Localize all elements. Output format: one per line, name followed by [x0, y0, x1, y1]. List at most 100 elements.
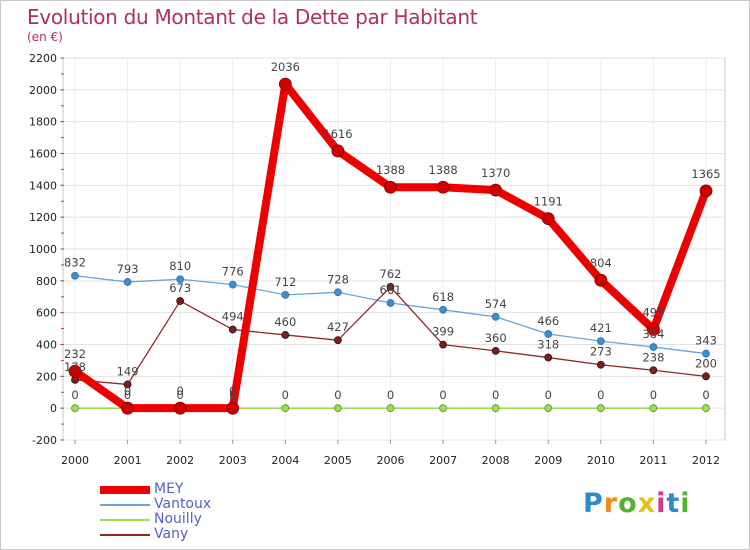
x-tick-label: 2010	[587, 454, 615, 467]
x-tick-label: 2000	[61, 454, 89, 467]
data-point-nouilly	[281, 404, 290, 413]
data-label-mey: 2036	[271, 60, 300, 74]
y-tick-label: 800	[36, 275, 57, 288]
logo-letter: r	[603, 488, 619, 519]
data-point-mey	[541, 212, 555, 225]
data-point-nouilly	[334, 404, 342, 413]
data-point-vany	[334, 336, 342, 345]
data-point-vantoux	[544, 330, 553, 338]
data-point-vany	[281, 331, 290, 339]
data-label-vany: 149	[117, 364, 139, 378]
data-label-mey: 0	[229, 384, 236, 398]
data-label-mey: 0	[124, 384, 131, 398]
legend-label-vantoux: Vantoux	[154, 496, 212, 512]
data-label-vantoux: 343	[695, 334, 717, 348]
data-label-mey: 1191	[534, 195, 563, 209]
data-point-vantoux	[386, 299, 395, 307]
data-point-vany	[491, 346, 500, 355]
data-point-mey	[384, 180, 397, 194]
legend-swatch-vantoux	[100, 503, 150, 506]
data-point-mey	[594, 273, 608, 287]
data-label-mey: 232	[64, 347, 86, 361]
legend-swatch-nouilly	[100, 518, 150, 521]
data-label-vany: 273	[590, 345, 612, 359]
data-point-vantoux	[334, 288, 342, 297]
data-point-nouilly	[702, 404, 710, 413]
x-tick-label: 2001	[114, 454, 142, 467]
data-point-vany	[439, 340, 447, 349]
y-tick-label: 1000	[29, 243, 57, 256]
data-label-vantoux: 384	[642, 327, 664, 341]
data-point-mey	[226, 401, 240, 415]
y-tick-label: 1600	[29, 148, 57, 161]
data-label-mey: 1388	[376, 163, 405, 177]
data-label-nouilly: 0	[545, 388, 552, 402]
data-label-vantoux: 618	[432, 290, 454, 304]
data-label-mey: 1388	[428, 163, 457, 177]
data-label-nouilly: 0	[282, 388, 289, 402]
data-label-nouilly: 0	[124, 388, 131, 402]
data-label-vany: 399	[432, 325, 454, 339]
data-point-vantoux	[596, 337, 605, 346]
data-label-mey: 1616	[323, 127, 352, 141]
data-point-nouilly	[649, 404, 658, 413]
data-point-nouilly	[386, 404, 395, 413]
data-point-vany	[596, 360, 605, 369]
logo-letter: o	[618, 488, 638, 519]
legend-item-nouilly: Nouilly	[100, 512, 211, 527]
y-tick-label: 2200	[29, 52, 57, 65]
data-label-vany: 238	[642, 350, 664, 364]
data-label-vany: 460	[274, 315, 296, 329]
data-label-vantoux: 810	[169, 259, 191, 273]
data-point-vantoux	[439, 305, 447, 314]
logo-letter: P	[583, 488, 604, 519]
data-point-vantoux	[176, 275, 185, 284]
data-point-vany	[123, 380, 132, 389]
legend-label-nouilly: Nouilly	[154, 511, 202, 527]
data-point-mey	[278, 77, 292, 91]
data-point-mey	[331, 144, 345, 158]
y-tick-label: 1800	[29, 116, 57, 129]
data-label-vantoux: 661	[380, 283, 402, 297]
x-tick-label: 2003	[219, 454, 247, 467]
legend-item-vantoux: Vantoux	[100, 497, 211, 512]
y-tick-label: 400	[36, 339, 57, 352]
data-point-vantoux	[228, 280, 237, 289]
y-tick-label: -200	[32, 434, 57, 447]
x-tick-label: 2006	[377, 454, 405, 467]
data-point-mey	[436, 180, 450, 194]
legend-item-mey: MEY	[100, 482, 211, 497]
data-label-mey: 495	[642, 305, 664, 319]
data-point-vantoux	[491, 312, 500, 321]
data-label-nouilly: 0	[177, 388, 184, 402]
legend-item-vany: Vany	[100, 527, 211, 542]
data-label-vantoux: 776	[222, 265, 244, 279]
logo-letter: i	[656, 488, 667, 519]
data-point-nouilly	[544, 404, 553, 413]
data-point-vany	[176, 297, 185, 305]
y-tick-label: 1400	[29, 179, 57, 192]
data-label-vantoux: 793	[117, 262, 139, 276]
data-label-vany: 178	[64, 360, 86, 374]
data-point-vantoux	[702, 349, 710, 358]
legend-label-mey: MEY	[154, 481, 184, 497]
data-label-nouilly: 0	[439, 388, 446, 402]
y-tick-label: 1200	[29, 211, 57, 224]
data-label-nouilly: 0	[229, 388, 236, 402]
data-label-mey: 1365	[691, 167, 720, 181]
y-tick-label: 2000	[29, 84, 57, 97]
data-label-vany: 427	[327, 320, 349, 334]
data-label-nouilly: 0	[702, 388, 709, 402]
legend-swatch-mey	[100, 485, 150, 494]
data-label-nouilly: 0	[650, 388, 657, 402]
chart-legend: MEY Vantoux Nouilly Vany	[100, 482, 211, 542]
data-point-mey	[489, 183, 503, 197]
data-label-vany: 762	[380, 267, 402, 281]
chart-title: Evolution du Montant de la Dette par Hab…	[27, 5, 478, 29]
data-label-nouilly: 0	[387, 388, 394, 402]
data-label-vantoux: 728	[327, 272, 349, 286]
data-point-vany	[228, 325, 237, 334]
data-point-nouilly	[71, 404, 79, 413]
y-tick-label: 0	[50, 402, 57, 415]
